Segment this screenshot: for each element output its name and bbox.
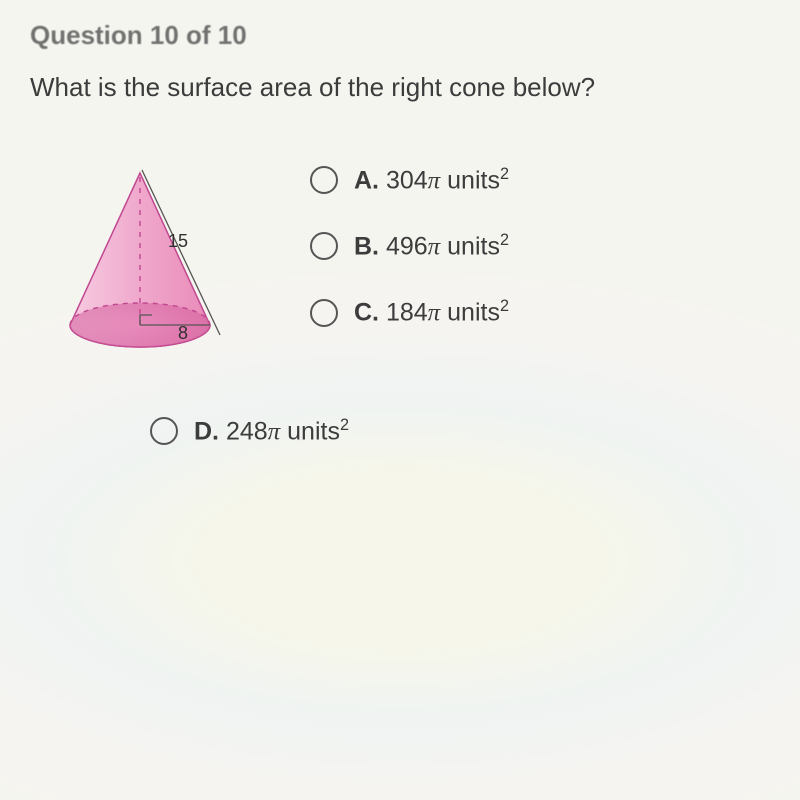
question-number: Question 10 of 10 [30, 20, 770, 51]
option-b[interactable]: B. 496π units2 [310, 231, 509, 261]
option-c-label: C. 184π units2 [354, 297, 509, 327]
option-a-label: A. 304π units2 [354, 165, 509, 195]
cone-svg: 15 8 [50, 155, 260, 375]
cone-figure: 15 8 [50, 155, 260, 380]
option-a[interactable]: A. 304π units2 [310, 165, 509, 195]
radio-icon [310, 232, 338, 260]
slant-height-label: 15 [168, 231, 188, 251]
option-b-label: B. 496π units2 [354, 231, 509, 261]
radio-icon [310, 166, 338, 194]
question-prompt: What is the surface area of the right co… [30, 71, 770, 105]
radius-label: 8 [178, 323, 188, 343]
radio-icon [150, 417, 178, 445]
option-d[interactable]: D. 248π units2 [150, 416, 770, 446]
option-d-label: D. 248π units2 [194, 416, 349, 446]
option-c[interactable]: C. 184π units2 [310, 297, 509, 327]
radio-icon [310, 299, 338, 327]
